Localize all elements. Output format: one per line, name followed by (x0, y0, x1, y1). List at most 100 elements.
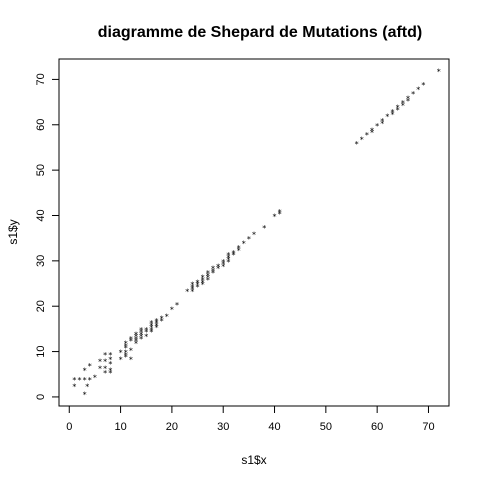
data-point: * (144, 328, 148, 337)
data-point: * (83, 376, 87, 385)
data-point: * (375, 122, 379, 131)
data-point: * (216, 265, 220, 274)
data-point: * (201, 281, 205, 290)
chart-title: diagramme de Shepard de Mutations (aftd) (98, 24, 422, 41)
data-point: * (273, 212, 277, 221)
data-point: * (124, 339, 128, 348)
data-point: * (103, 351, 107, 360)
data-point: * (139, 335, 143, 344)
data-point: * (211, 269, 215, 278)
data-point: * (196, 281, 200, 290)
data-point: * (134, 339, 138, 348)
data-point: * (108, 360, 112, 369)
data-point: * (103, 358, 107, 367)
data-point: * (155, 321, 159, 330)
data-point: * (231, 249, 235, 258)
data-point: * (206, 276, 210, 285)
data-point: * (124, 342, 128, 351)
data-point: * (72, 376, 76, 385)
data-point: * (396, 106, 400, 115)
data-point: * (190, 283, 194, 292)
data-point: * (170, 305, 174, 314)
x-tick-label: 50 (320, 421, 332, 433)
data-point: * (139, 328, 143, 337)
data-point: * (206, 269, 210, 278)
data-point: * (221, 260, 225, 269)
data-point: * (406, 95, 410, 104)
data-point: * (201, 274, 205, 283)
x-tick-label: 20 (166, 421, 178, 433)
data-points: ** **************************************… (72, 67, 440, 399)
data-point: * (406, 97, 410, 106)
data-point: * (380, 120, 384, 129)
data-point: * (88, 376, 92, 385)
data-point: * (144, 333, 148, 342)
data-point: * (226, 256, 230, 265)
data-point: * (360, 135, 364, 144)
data-point: * (83, 390, 87, 399)
y-tick-label: 40 (35, 209, 47, 221)
x-axis: 0 10 20 30 40 50 60 70 (66, 405, 435, 433)
data-point: * (134, 333, 138, 342)
data-point: * (149, 326, 153, 335)
data-point: * (139, 326, 143, 335)
data-point: * (93, 374, 97, 383)
data-point: * (139, 330, 143, 339)
data-point: * (119, 355, 123, 364)
data-point: * (124, 349, 128, 358)
data-point: * (226, 251, 230, 260)
data-point: * (221, 262, 225, 271)
data-point: * (108, 351, 112, 360)
data-point: * (155, 324, 159, 333)
data-point: * (129, 355, 133, 364)
y-tick-label: 30 (35, 255, 47, 267)
data-point: * (108, 367, 112, 376)
data-point: * (411, 90, 415, 99)
data-point: * (165, 312, 169, 321)
data-point: * (149, 319, 153, 328)
data-point: * (416, 85, 420, 94)
data-point: * (370, 129, 374, 138)
data-point: * (231, 251, 235, 260)
data-point: * (129, 337, 133, 346)
data-point: * (421, 81, 425, 90)
data-point: * (391, 110, 395, 119)
data-point: * (391, 108, 395, 117)
data-point: * (262, 224, 266, 233)
data-point: * (124, 353, 128, 362)
data-point: * (278, 208, 282, 217)
data-point: * (206, 271, 210, 280)
data-point: * (211, 265, 215, 274)
data-point: * (196, 283, 200, 292)
x-axis-label: s1$x (241, 453, 266, 467)
x-tick-label: 30 (217, 421, 229, 433)
y-tick-label: 60 (35, 119, 47, 131)
data-point: * (103, 369, 107, 378)
data-point: * (78, 376, 82, 385)
data-point: * (247, 235, 251, 244)
data-point: * (129, 335, 133, 344)
data-point: * (216, 262, 220, 271)
data-point: * (185, 287, 189, 296)
data-point: * (129, 346, 133, 355)
data-point: * (155, 319, 159, 328)
data-point: * (237, 247, 241, 256)
data-point: * (124, 351, 128, 360)
data-point: * (108, 355, 112, 364)
data-point: * (83, 367, 87, 376)
data-point: * (155, 317, 159, 326)
data-point: * (211, 267, 215, 276)
data-point: * (365, 131, 369, 140)
data-point: * (201, 278, 205, 287)
data-point: * (196, 278, 200, 287)
data-point: * (134, 330, 138, 339)
data-point: * (98, 358, 102, 367)
data-point: * (149, 321, 153, 330)
data-point: * (190, 281, 194, 290)
y-axis-label: s1$y (6, 219, 20, 244)
x-tick-label: 70 (422, 421, 434, 433)
data-point: * (119, 349, 123, 358)
data-point: * (401, 101, 405, 110)
data-point: * (190, 287, 194, 296)
